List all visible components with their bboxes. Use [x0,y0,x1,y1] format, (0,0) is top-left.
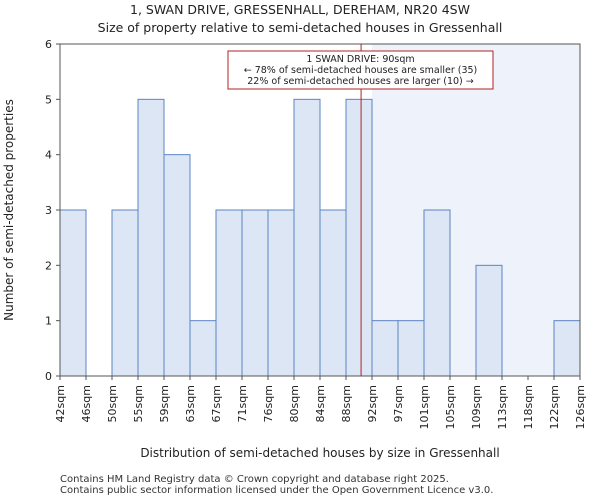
x-tick-label: 84sqm [314,385,327,422]
bar [163,154,191,377]
bar [397,320,425,377]
y-tick-label: 4 [45,149,52,162]
x-tick-label: 92sqm [366,385,379,422]
y-tick-label: 5 [45,93,52,106]
x-tick-label: 109sqm [470,385,483,429]
y-tick-label: 0 [45,370,52,383]
annotation-line-1: 1 SWAN DRIVE: 90sqm [306,54,414,65]
bar [423,209,451,377]
bar [111,209,139,377]
bar [553,320,581,377]
annotation-rect [227,50,494,90]
chart-title: 1, SWAN DRIVE, GRESSENHALL, DEREHAM, NR2… [130,2,470,17]
x-tick-label: 50sqm [106,385,119,422]
y-tick-label: 6 [45,38,52,51]
bar [215,209,243,377]
y-axis: 0 1 2 3 4 5 6 [45,38,60,383]
annotation-line-2: ← 78% of semi-detached houses are smalle… [244,65,478,76]
chart-subtitle: Size of property relative to semi-detach… [97,20,503,35]
x-tick-label: 126sqm [574,385,587,429]
bar [267,209,295,377]
annotation-box: 1 SWAN DRIVE: 90sqm ← 78% of semi-detach… [227,50,494,90]
bar [293,98,321,377]
bar [59,209,87,377]
x-tick-label: 63sqm [184,385,197,422]
x-tick-label: 105sqm [444,385,457,429]
footer-line-2: Contains public sector information licen… [60,485,494,496]
x-tick-label: 67sqm [210,385,223,422]
x-tick-label: 59sqm [158,385,171,422]
bar [137,98,165,377]
y-tick-label: 3 [45,204,52,217]
x-tick-label: 76sqm [262,385,275,422]
x-tick-label: 101sqm [418,385,431,429]
x-tick-label: 118sqm [522,385,535,429]
x-tick-label: 122sqm [548,385,561,429]
x-axis: 42sqm 46sqm 50sqm 55sqm 59sqm 63sqm 67sqm 71sqm… [54,376,587,429]
annotation-line-3: 22% of semi-detached houses are larger (… [247,76,474,87]
x-tick-label: 55sqm [132,385,145,422]
bar [345,98,373,377]
bar [319,209,347,377]
bars-group [59,98,581,377]
x-tick-label: 97sqm [392,385,405,422]
x-tick-label: 88sqm [340,385,353,422]
y-tick-label: 1 [45,315,52,328]
y-tick-label: 2 [45,259,52,272]
bar [371,320,399,377]
x-tick-label: 71sqm [236,385,249,422]
x-tick-label: 113sqm [496,385,509,429]
x-tick-label: 80sqm [288,385,301,422]
x-tick-label: 46sqm [80,385,93,422]
footer-line-1: Contains HM Land Registry data © Crown c… [60,474,449,485]
bar [189,320,217,377]
x-tick-label: 42sqm [54,385,67,422]
x-axis-label: Distribution of semi-detached houses by … [140,446,499,460]
y-axis-label: Number of semi-detached properties [2,99,16,321]
bar [241,209,269,377]
bar [475,264,503,377]
